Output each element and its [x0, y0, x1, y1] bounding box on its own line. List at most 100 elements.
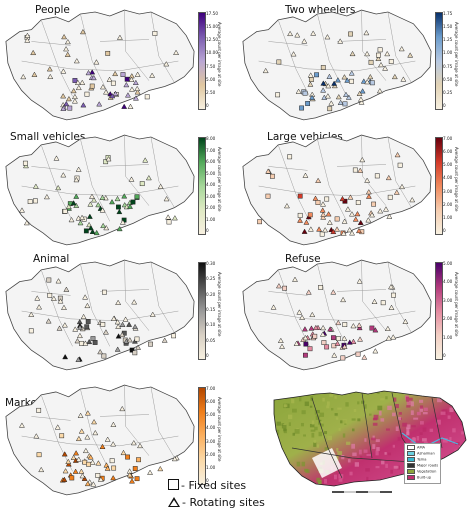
rotating-site-marker — [33, 433, 40, 439]
fixed-site-marker — [319, 231, 325, 237]
rotating-site-marker — [74, 338, 81, 344]
rotating-site-marker — [110, 441, 117, 447]
rotating-site-marker — [340, 230, 347, 236]
rotating-site-marker — [371, 298, 378, 304]
rotating-site-marker — [77, 219, 84, 226]
rotating-site-marker — [320, 87, 327, 93]
fixed-site-marker — [130, 199, 136, 205]
rotating-site-marker — [45, 318, 52, 324]
rotating-site-marker — [77, 412, 84, 418]
colorbar-tick: 2.00 — [443, 316, 453, 322]
colorbar-tick: 0.30 — [206, 261, 216, 266]
rotating-site-marker — [65, 203, 72, 209]
landcover-legend-item: Built-up — [407, 475, 438, 481]
legend-label: Ashaiman — [417, 451, 435, 456]
fixed-site-marker — [315, 200, 321, 205]
rotating-site-marker — [24, 32, 31, 38]
rotating-site-marker — [359, 156, 366, 163]
colorbar-label: Average count per image at site — [217, 147, 222, 212]
fixed-site-marker — [397, 162, 403, 168]
rotating-site-marker — [23, 219, 30, 226]
rotating-site-marker — [357, 336, 364, 342]
fixed-site-marker — [105, 50, 111, 56]
rotating-site-marker — [128, 176, 135, 182]
rotating-site-marker — [95, 460, 102, 466]
fixed-site-marker — [348, 31, 353, 37]
colorbar-label: Average count per image at site — [454, 272, 459, 337]
fixed-site-marker — [22, 160, 28, 166]
fixed-site-marker — [84, 324, 90, 330]
fixed-site-marker — [85, 319, 91, 324]
fixed-site-marker — [276, 59, 282, 65]
fixed-site-marker — [144, 94, 150, 100]
rotating-site-marker — [316, 226, 323, 232]
rotating-site-marker — [407, 52, 414, 58]
rotating-site-marker — [123, 81, 130, 88]
rotating-site-marker — [134, 71, 141, 77]
rotating-site-marker — [309, 94, 316, 100]
fixed-site-marker — [86, 461, 91, 467]
district-boundaries — [258, 135, 416, 222]
rotating-site-marker — [334, 77, 341, 83]
colorbar-tick: 4.00 — [443, 175, 453, 181]
fixed-site-marker — [371, 201, 377, 207]
colorbar-tick: 0.50 — [443, 76, 453, 82]
rotating-site-marker — [53, 155, 60, 161]
rotating-site-marker — [119, 405, 126, 412]
rotating-site-marker — [61, 33, 68, 40]
rotating-site-marker — [79, 79, 86, 85]
fixed-site-marker — [101, 353, 107, 359]
colorbar-tick: 2.00 — [443, 201, 453, 207]
rotating-site-marker — [54, 424, 61, 430]
rotating-site-marker — [64, 38, 71, 45]
rotating-site-marker — [337, 99, 344, 105]
rotating-site-marker — [20, 73, 27, 80]
rotating-site-marker — [275, 283, 282, 289]
fixed-site-marker — [324, 196, 330, 202]
rotating-site-marker — [341, 343, 348, 349]
fixed-site-marker — [171, 333, 176, 339]
rotating-site-marker — [106, 76, 113, 82]
rotating-site-marker — [73, 57, 80, 64]
colorbar-label: Average count per image at site — [454, 22, 459, 87]
fixed-site-marker — [342, 101, 348, 107]
fixed-site-marker — [134, 336, 140, 342]
rotating-site-marker — [116, 34, 123, 40]
rotating-site-marker — [63, 100, 70, 107]
rotating-site-marker — [110, 421, 117, 427]
fixed-site-marker — [303, 341, 309, 347]
rotating-site-marker — [357, 167, 364, 173]
fixed-site-marker — [265, 193, 271, 199]
fixed-site-marker — [120, 72, 126, 77]
rotating-site-marker — [302, 334, 309, 341]
panel-title: Two wheelers — [285, 4, 356, 16]
fixed-site-marker — [335, 336, 341, 342]
rotating-site-marker — [330, 228, 337, 235]
fixed-site-marker — [349, 78, 354, 84]
panel-title: Small vehicles — [10, 131, 86, 143]
rotating-site-marker — [104, 436, 111, 442]
rotating-site-marker — [305, 289, 312, 295]
square-icon — [168, 479, 179, 490]
fixed-site-marker — [103, 159, 109, 165]
fixed-site-marker — [355, 351, 361, 357]
rotating-site-marker — [310, 30, 317, 36]
fixed-site-marker — [116, 204, 121, 210]
rotating-site-marker — [99, 207, 106, 213]
rotating-site-marker — [93, 59, 100, 65]
rotating-site-marker — [99, 194, 106, 201]
rotating-site-marker — [96, 101, 103, 107]
fixed-site-marker — [302, 90, 308, 96]
rotating-site-marker — [95, 201, 102, 208]
rotating-site-marker — [46, 66, 53, 72]
rotating-site-marker — [385, 174, 392, 181]
rotating-site-marker — [297, 217, 303, 223]
colorbar-tick: 0 — [206, 228, 209, 233]
rotating-site-marker — [126, 321, 133, 327]
rotating-site-marker — [112, 70, 119, 77]
map-panel-animal: Animal 0.30 0.25 0.20 0.15 0.10 0.05 0 Average c… — [0, 250, 230, 375]
rotating-site-marker — [119, 331, 126, 338]
legend-label: AMA — [417, 445, 426, 450]
landcover-legend-item: Ashaiman — [407, 451, 438, 457]
rotating-site-marker — [325, 211, 332, 217]
